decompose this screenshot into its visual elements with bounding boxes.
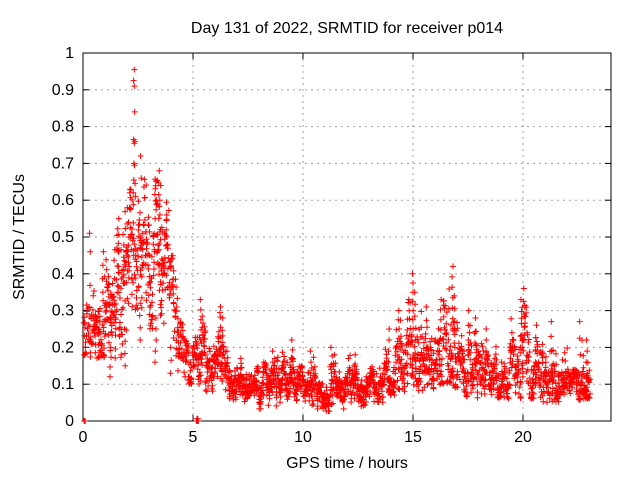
y-axis-label: SRMTID / TECUs bbox=[11, 174, 28, 300]
x-tick-label: 0 bbox=[79, 429, 88, 446]
tick-labels: 0 5 10 15 20 0 0.1 0.2 0.3 0.4 0.5 0.6 0.7 0.8 0.9 1 bbox=[52, 45, 532, 446]
y-tick-label: 0.5 bbox=[52, 229, 74, 246]
y-tick-label: 0.6 bbox=[52, 192, 74, 209]
y-tick-label: 0.3 bbox=[52, 303, 74, 320]
data-points-path bbox=[80, 66, 594, 424]
scatter-points bbox=[80, 66, 594, 424]
plot-border bbox=[82, 52, 612, 422]
y-tick-label: 0.7 bbox=[52, 155, 74, 172]
x-axis-label: GPS time / hours bbox=[286, 455, 408, 472]
y-tick-label: 0.4 bbox=[52, 266, 74, 283]
gridlines bbox=[83, 53, 611, 421]
y-tick-label: 0.8 bbox=[52, 119, 74, 136]
y-tick-label: 0.9 bbox=[52, 82, 74, 99]
y-tick-label: 0 bbox=[65, 413, 74, 430]
x-tick-label: 20 bbox=[514, 429, 532, 446]
x-tick-label: 10 bbox=[294, 429, 312, 446]
y-tick-label: 1 bbox=[65, 45, 74, 62]
x-tick-label: 15 bbox=[404, 429, 422, 446]
y-tick-label: 0.2 bbox=[52, 339, 74, 356]
chart-title: Day 131 of 2022, SRMTID for receiver p01… bbox=[191, 20, 503, 37]
x-tick-label: 5 bbox=[189, 429, 198, 446]
y-tick-label: 0.1 bbox=[52, 376, 74, 393]
